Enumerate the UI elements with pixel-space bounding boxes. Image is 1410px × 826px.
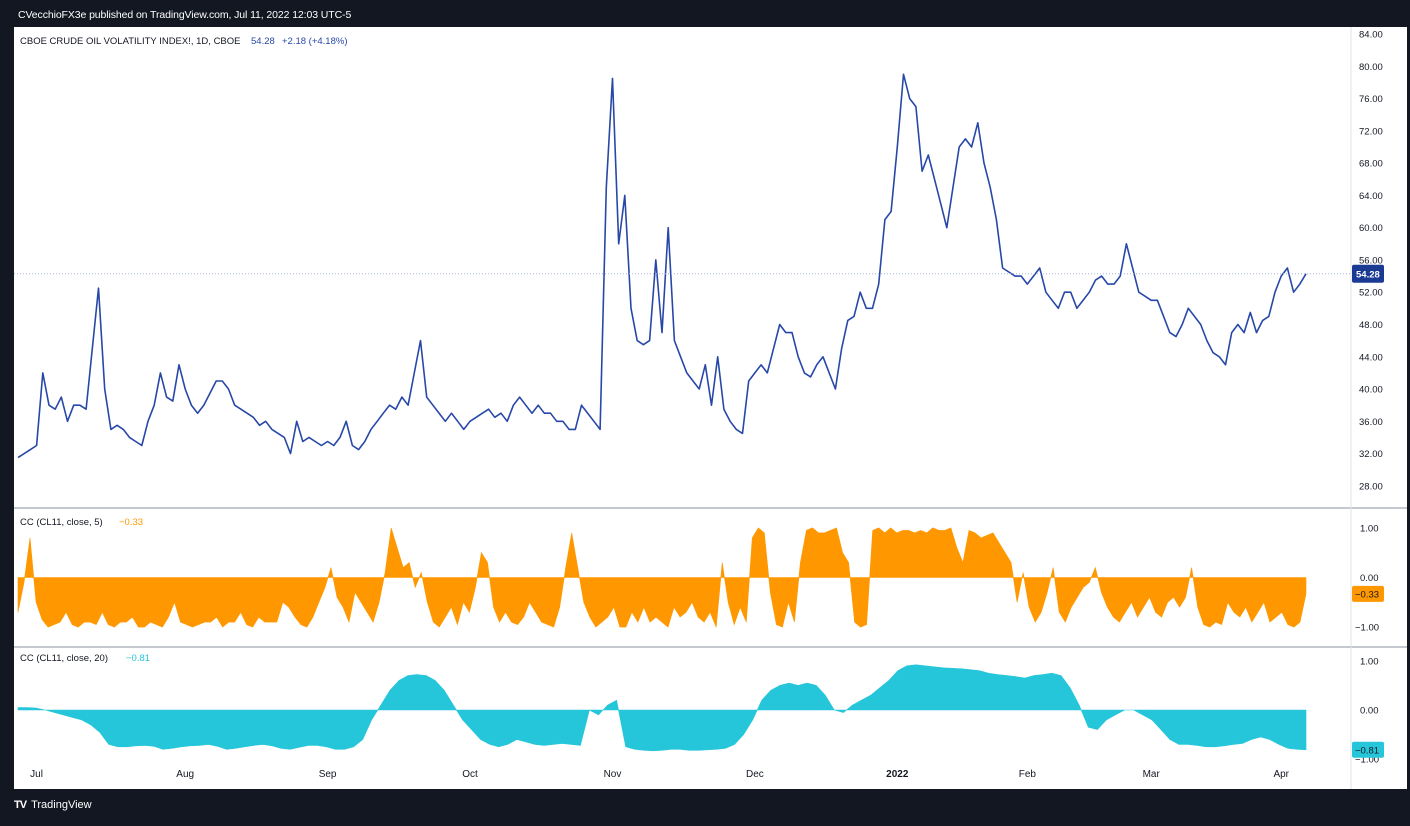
- cc20-series-area: [17, 664, 1307, 752]
- chart-svg[interactable]: 84.00 80.00 76.00 72.00 68.00 64.00 60.00 56.00…: [14, 27, 1407, 789]
- cc20-axis-tick-label: 1.00: [1360, 656, 1379, 667]
- time-axis-tick-label: Feb: [1019, 769, 1037, 780]
- price-series-line: [17, 73, 1307, 459]
- last-price-tag-text: 54.28: [1356, 269, 1380, 280]
- cc20-axis-tick-label: 0.00: [1360, 706, 1379, 717]
- price-axis-tick-label: 80.00: [1359, 62, 1383, 73]
- price-axis-tick-label: 52.00: [1359, 288, 1383, 299]
- price-legend-change: +2.18 (+4.18%): [282, 36, 348, 47]
- cc5-axis-tick-label: 1.00: [1360, 523, 1379, 534]
- cc5-last-value-tag-text: −0.33: [1355, 589, 1379, 600]
- last-price-tag: [1352, 264, 1384, 283]
- cc20-last-value-tag-text: −0.81: [1355, 745, 1379, 756]
- footer: TV TradingView: [14, 792, 92, 818]
- price-axis-tick-label: 68.00: [1359, 159, 1383, 170]
- tradingview-logo-icon: TV: [14, 799, 27, 811]
- cc20-last-value-tag: [1352, 741, 1384, 758]
- price-legend-name: CBOE CRUDE OIL VOLATILITY INDEX!, 1D, CB…: [20, 36, 241, 47]
- time-axis[interactable]: JulAugSepOctNovDec2022FebMarAprMayJunJul: [30, 769, 1407, 780]
- cc20-legend-value: −0.81: [126, 653, 150, 664]
- price-axis-tick-label: 56.00: [1359, 255, 1383, 266]
- price-axis-tick-label: 40.00: [1359, 385, 1383, 396]
- cc5-legend-name: CC (CL11, close, 5): [20, 517, 103, 528]
- price-axis-tick-label: 32.00: [1359, 449, 1383, 460]
- publish-info: CVecchioFX3e published on TradingView.co…: [18, 9, 352, 21]
- cc5-axis-tick-label: −1.00: [1355, 623, 1379, 634]
- time-axis-tick-label: Mar: [1143, 769, 1161, 780]
- cc5-legend-value: −0.33: [119, 517, 143, 528]
- time-axis-tick-label: Nov: [604, 769, 622, 780]
- time-axis-tick-label: 2022: [886, 769, 909, 780]
- time-axis-tick-label: Apr: [1273, 769, 1289, 780]
- cc5-last-value-tag: [1352, 585, 1384, 602]
- price-axis-tick-label: 84.00: [1359, 30, 1383, 41]
- cc20-legend-name: CC (CL11, close, 20): [20, 653, 108, 664]
- chart-area[interactable]: 84.00 80.00 76.00 72.00 68.00 64.00 60.00 56.00…: [14, 27, 1407, 789]
- price-axis-tick-label: 28.00: [1359, 481, 1383, 492]
- cc5-axis-tick-label: 0.00: [1360, 573, 1379, 584]
- time-axis-tick-label: Sep: [319, 769, 337, 780]
- price-axis-tick-label: 64.00: [1359, 191, 1383, 202]
- cc20-pane[interactable]: 1.000.00−1.00−0.81: [17, 656, 1384, 766]
- price-axis-tick-label: 44.00: [1359, 352, 1383, 363]
- cc5-pane[interactable]: 1.00 0.00 −1.00 −0.33: [17, 523, 1384, 634]
- price-axis-tick-label: 36.00: [1359, 417, 1383, 428]
- time-axis-tick-label: Jul: [30, 769, 43, 780]
- time-axis-tick-label: Aug: [176, 769, 194, 780]
- price-axis-tick-label: 48.00: [1359, 320, 1383, 331]
- price-pane[interactable]: 84.00 80.00 76.00 72.00 68.00 64.00 60.00 56.00…: [14, 30, 1384, 493]
- price-axis-tick-label: 76.00: [1359, 94, 1383, 105]
- price-axis-tick-label: 72.00: [1359, 126, 1383, 137]
- time-axis-tick-label: Oct: [462, 769, 478, 780]
- cc5-series-area: [17, 527, 1307, 628]
- time-axis-tick-label: Dec: [746, 769, 764, 780]
- price-axis-tick-label: 60.00: [1359, 223, 1383, 234]
- price-legend-value: 54.28: [251, 36, 275, 47]
- footer-brand: TradingView: [31, 799, 92, 811]
- cc20-axis-tick-label: −1.00: [1355, 755, 1379, 766]
